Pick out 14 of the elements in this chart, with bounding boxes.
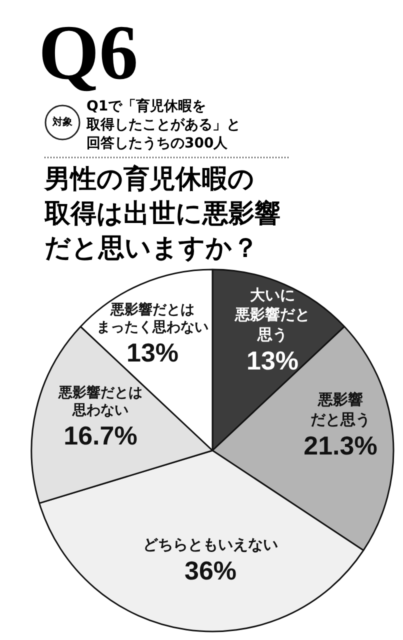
chart-title: Q6 [38,8,138,96]
slice-label: 大いに悪影響だと思う [234,286,310,344]
text: 対象 [52,116,72,128]
data-label: 13% [246,346,299,376]
slice-label: 悪影響だとはまったく思わない [96,300,208,336]
chart-subtitle: 男性の育児休暇の取得は出世に悪影響だと思いますか？ [44,164,280,264]
slice-label: どちらともいえない [143,536,278,554]
slice-label: 悪影響だとは思わない [58,384,142,418]
data-label: 21.3% [304,430,378,460]
slice-label: 悪影響だと思う [310,390,370,428]
text: Q1で「育児休暇を取得したことがある」と回答したうちの300人 [86,98,240,152]
data-label: 36% [184,556,237,586]
data-label: 13% [126,338,179,368]
data-label: 16.7% [64,420,138,450]
